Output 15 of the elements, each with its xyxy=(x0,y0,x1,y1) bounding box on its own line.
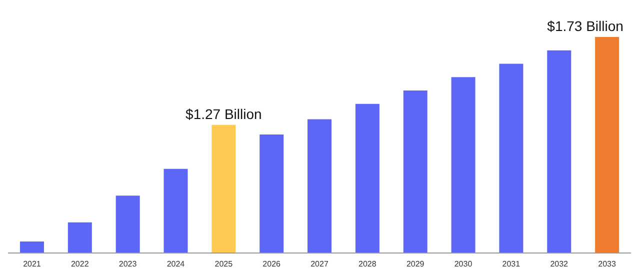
x-tick-label: 2025 xyxy=(214,260,234,269)
x-tick-label: 2022 xyxy=(70,260,90,269)
x-tick-label: 2029 xyxy=(406,260,425,269)
x-tick-label: 2031 xyxy=(502,260,521,269)
x-tick-label: 2027 xyxy=(310,260,329,269)
x-tick-label: 2021 xyxy=(23,260,42,269)
x-tick-label: 2032 xyxy=(550,260,569,269)
x-tick-label: 2023 xyxy=(118,260,138,269)
data-label: $1.27 Billion xyxy=(186,106,262,122)
data-label: $1.73 Billion xyxy=(547,18,624,34)
x-tick-label: 2024 xyxy=(166,260,186,269)
x-tick-label: 2033 xyxy=(598,260,616,269)
x-tick-label: 2026 xyxy=(262,260,282,269)
x-tick-label: 2028 xyxy=(358,260,377,269)
x-tick-label: 2030 xyxy=(454,260,473,269)
